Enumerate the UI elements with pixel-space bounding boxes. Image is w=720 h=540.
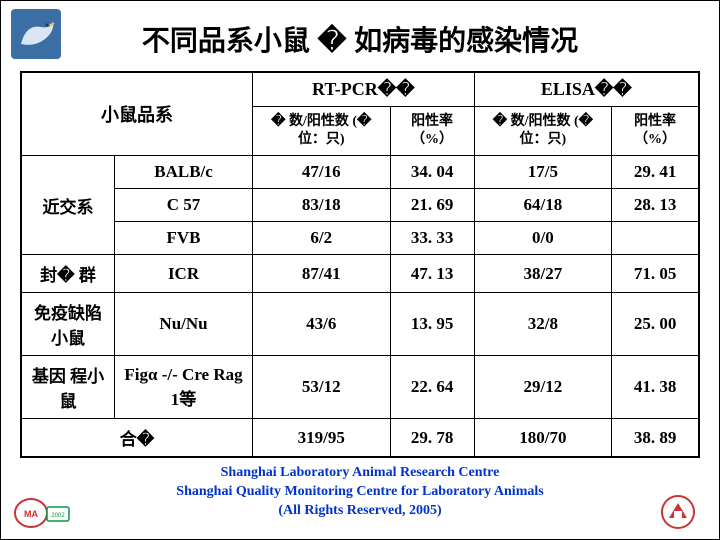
- cell-rt-rate: 34. 04: [390, 156, 474, 189]
- col-el-rate: 阳性率 （%）: [612, 107, 699, 156]
- cell-rt-count: 87/41: [253, 255, 391, 293]
- cell-el-rate: 38. 89: [612, 419, 699, 458]
- col-rt-rate: 阳性率（%）: [390, 107, 474, 156]
- cell-rt-rate: 33. 33: [390, 222, 474, 255]
- cell-rt-count: 47/16: [253, 156, 391, 189]
- col-rt-count: � 数/阳性数 (� 位：只): [253, 107, 391, 156]
- table-row: 近交系 BALB/c 47/16 34. 04 17/5 29. 41: [21, 156, 699, 189]
- group-label: 基因 程小鼠: [21, 356, 115, 419]
- footer-line3: (All Rights Reserved, 2005): [1, 502, 719, 521]
- col-el-count: � 数/阳性数 (� 位：只): [474, 107, 612, 156]
- col-strain: 小鼠品系: [21, 72, 253, 156]
- cell-strain: C 57: [115, 189, 253, 222]
- cell-strain: Figα -/- Cre Rag 1等: [115, 356, 253, 419]
- cell-rt-rate: 13. 95: [390, 293, 474, 356]
- cell-el-rate: 28. 13: [612, 189, 699, 222]
- group-label: 封� 群: [21, 255, 115, 293]
- cell-el-rate: 71. 05: [612, 255, 699, 293]
- cell-rt-rate: 22. 64: [390, 356, 474, 419]
- cell-rt-count: 53/12: [253, 356, 391, 419]
- cell-rt-rate: 21. 69: [390, 189, 474, 222]
- page-title: 不同品系小鼠 � 如病毒的感染情况: [1, 19, 719, 59]
- footer-text: Shanghai Laboratory Animal Research Cent…: [1, 464, 719, 521]
- cell-rt-count: 6/2: [253, 222, 391, 255]
- slide-logo: [11, 9, 61, 59]
- cell-el-count: 38/27: [474, 255, 612, 293]
- cell-rt-rate: 29. 78: [390, 419, 474, 458]
- cell-el-rate: 29. 41: [612, 156, 699, 189]
- cell-el-count: 180/70: [474, 419, 612, 458]
- cell-el-rate: 25. 00: [612, 293, 699, 356]
- table-row: FVB 6/2 33. 33 0/0: [21, 222, 699, 255]
- data-table: 小鼠品系 RT-PCR�� ELISA�� � 数/阳性数 (� 位：只) 阳性…: [20, 71, 700, 458]
- cell-el-rate: [612, 222, 699, 255]
- cell-rt-rate: 47. 13: [390, 255, 474, 293]
- cell-rt-count: 319/95: [253, 419, 391, 458]
- group-label: 免疫缺陷小鼠: [21, 293, 115, 356]
- cell-el-count: 17/5: [474, 156, 612, 189]
- col-rtpcr: RT-PCR��: [253, 72, 475, 107]
- cell-strain: Nu/Nu: [115, 293, 253, 356]
- table-row: 免疫缺陷小鼠 Nu/Nu 43/6 13. 95 32/8 25. 00: [21, 293, 699, 356]
- total-label: 合�: [21, 419, 253, 458]
- table-row-total: 合� 319/95 29. 78 180/70 38. 89: [21, 419, 699, 458]
- cell-rt-count: 43/6: [253, 293, 391, 356]
- cell-el-count: 64/18: [474, 189, 612, 222]
- footer-line1: Shanghai Laboratory Animal Research Cent…: [1, 464, 719, 483]
- cell-strain: BALB/c: [115, 156, 253, 189]
- cell-strain: FVB: [115, 222, 253, 255]
- cell-el-count: 32/8: [474, 293, 612, 356]
- cell-rt-count: 83/18: [253, 189, 391, 222]
- cell-el-count: 29/12: [474, 356, 612, 419]
- footer-line2: Shanghai Quality Monitoring Centre for L…: [1, 483, 719, 502]
- table-row: 封� 群 ICR 87/41 47. 13 38/27 71. 05: [21, 255, 699, 293]
- col-elisa: ELISA��: [474, 72, 699, 107]
- cell-el-rate: 41. 38: [612, 356, 699, 419]
- table-row: C 57 83/18 21. 69 64/18 28. 13: [21, 189, 699, 222]
- cell-el-count: 0/0: [474, 222, 612, 255]
- group-label: 近交系: [21, 156, 115, 255]
- table-row: 基因 程小鼠 Figα -/- Cre Rag 1等 53/12 22. 64 …: [21, 356, 699, 419]
- cell-strain: ICR: [115, 255, 253, 293]
